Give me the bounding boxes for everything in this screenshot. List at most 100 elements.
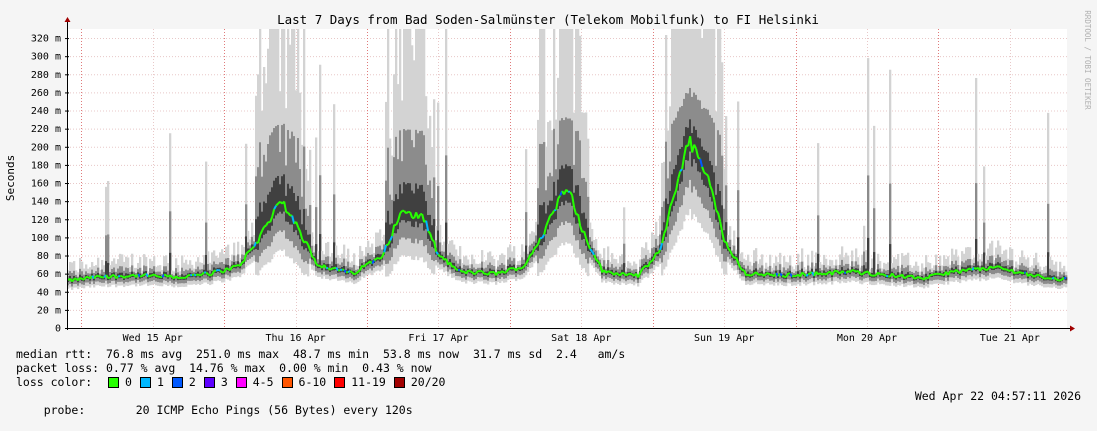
- median-segment: [1054, 277, 1056, 279]
- median-segment: [982, 268, 984, 269]
- median-segment: [1056, 279, 1058, 280]
- smoke-core: [567, 166, 569, 203]
- median-segment: [1060, 279, 1062, 280]
- loss-color-swatch: [236, 377, 247, 388]
- smoke-core: [333, 242, 335, 270]
- median-segment: [650, 261, 652, 262]
- legend-packet-loss: packet loss: 0.77 % avg 14.76 % max 0.00…: [16, 361, 431, 375]
- loss-color-item: 3: [204, 375, 228, 389]
- median-segment: [522, 266, 524, 268]
- smoke-core: [417, 189, 419, 228]
- median-segment: [1064, 278, 1066, 279]
- loss-color-swatch: [334, 377, 345, 388]
- loss-color-swatch-label: 0: [125, 375, 132, 389]
- median-segment: [932, 274, 934, 275]
- legend-probe: probe:20 ICMP Echo Pings (56 Bytes) ever…: [16, 389, 413, 431]
- smoke-core: [265, 203, 267, 234]
- median-segment: [1022, 273, 1024, 274]
- median-segment: [380, 257, 382, 259]
- x-tick-label: Tue 21 Apr: [980, 333, 1040, 344]
- x-tick-label: Mon 20 Apr: [837, 333, 897, 344]
- median-segment: [108, 278, 110, 279]
- smoke-core: [705, 151, 707, 186]
- loss-color-swatch-label: 1: [157, 375, 164, 389]
- median-segment: [554, 210, 556, 211]
- median-segment: [220, 271, 222, 273]
- median-segment: [164, 275, 166, 276]
- median-segment: [782, 276, 784, 277]
- median-segment: [508, 268, 510, 269]
- y-tick-label: 300 m: [31, 52, 61, 63]
- median-segment: [98, 276, 100, 277]
- y-tick-label: 120 m: [31, 215, 61, 226]
- smoke-core: [553, 182, 555, 220]
- smoke-core: [257, 217, 259, 250]
- loss-color-swatch-label: 11-19: [351, 375, 386, 389]
- median-segment: [1030, 274, 1032, 276]
- smoke-core: [407, 183, 409, 221]
- smoke-core: [275, 178, 277, 216]
- loss-color-swatch: [394, 377, 405, 388]
- median-segment: [124, 276, 126, 278]
- loss-color-swatch-label: 4-5: [253, 375, 274, 389]
- y-tick-label: 60 m: [37, 269, 61, 280]
- median-segment: [252, 247, 254, 249]
- smoke-core: [303, 209, 305, 249]
- median-segment: [366, 263, 368, 264]
- median-segment: [704, 173, 706, 174]
- x-tick-label: Wed 15 Apr: [123, 333, 183, 344]
- median-segment: [432, 240, 434, 242]
- median-segment: [518, 268, 520, 269]
- y-tick-label: 200 m: [31, 142, 61, 153]
- median-segment: [918, 277, 920, 278]
- median-segment: [1042, 277, 1044, 278]
- median-segment: [354, 274, 356, 275]
- median-segment: [226, 268, 228, 269]
- y-tick-label: 240 m: [31, 106, 61, 117]
- median-segment: [374, 259, 376, 261]
- median-segment: [356, 272, 358, 274]
- smoke-core: [279, 184, 281, 211]
- median-segment: [870, 275, 872, 276]
- median-segment: [884, 275, 886, 276]
- median-segment: [768, 273, 770, 275]
- smoke-core: [287, 184, 289, 222]
- median-segment: [156, 276, 158, 277]
- median-segment: [622, 273, 624, 274]
- median-segment: [1014, 273, 1016, 274]
- smoke-core: [1047, 252, 1049, 280]
- smoke-core: [537, 225, 539, 251]
- median-segment: [792, 276, 794, 277]
- loss-color-swatch: [282, 377, 293, 388]
- median-segment: [628, 274, 630, 275]
- smoke-core: [423, 192, 425, 231]
- median-segment: [626, 274, 628, 275]
- median-segment: [80, 278, 82, 279]
- y-tick-label: 80 m: [37, 251, 61, 262]
- y-tick-label: 100 m: [31, 233, 61, 244]
- smoke-core: [319, 234, 321, 268]
- smoke-core: [169, 253, 171, 277]
- y-tick-label: 260 m: [31, 88, 61, 99]
- probe-text: 20 ICMP Echo Pings (56 Bytes) every 120s: [136, 403, 413, 417]
- smoke-core: [575, 185, 577, 223]
- smoke-core: [679, 149, 681, 184]
- x-tick-label: Sat 18 Apr: [551, 333, 611, 344]
- median-segment: [750, 275, 752, 276]
- median-segment: [218, 270, 220, 271]
- median-segment: [596, 260, 598, 262]
- loss-color-item: 20/20: [394, 375, 446, 389]
- smoke-core: [281, 176, 283, 213]
- median-segment: [504, 272, 506, 273]
- loss-color-item: 2: [172, 375, 196, 389]
- chart-title: Last 7 Days from Bad Soden-Salmünster (T…: [277, 12, 819, 27]
- loss-color-swatch: [204, 377, 215, 388]
- median-segment: [340, 270, 342, 271]
- smoke-core: [997, 262, 999, 268]
- loss-color-swatch: [108, 377, 119, 388]
- smoke-core: [413, 193, 415, 227]
- median-segment: [904, 277, 906, 278]
- median-segment: [550, 214, 552, 216]
- loss-color-item: 0: [108, 375, 132, 389]
